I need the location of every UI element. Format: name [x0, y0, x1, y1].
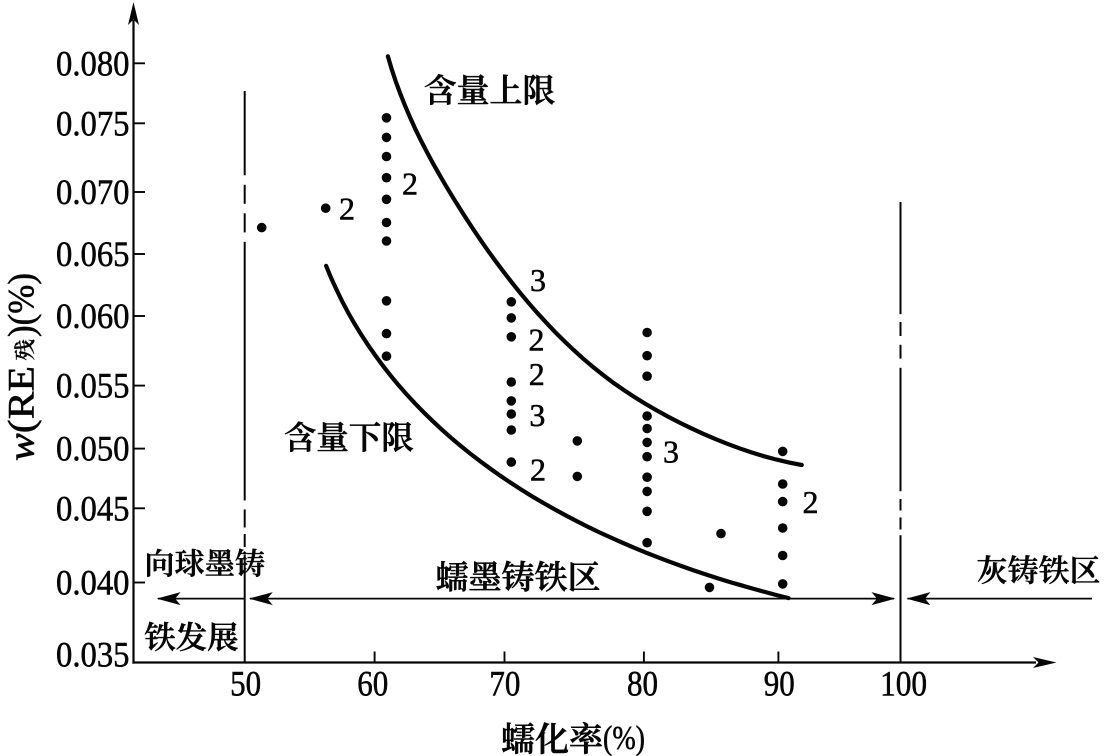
svg-text:0.055: 0.055 [56, 366, 130, 406]
svg-text:90: 90 [764, 664, 795, 704]
svg-text:2: 2 [339, 190, 355, 226]
svg-text:80: 80 [627, 664, 658, 704]
svg-text:3: 3 [663, 434, 679, 470]
svg-text:3: 3 [530, 262, 546, 298]
svg-text:0.080: 0.080 [56, 43, 130, 83]
svg-text:)(%): )(%) [2, 273, 43, 337]
svg-text:0.050: 0.050 [56, 429, 130, 469]
svg-text:0.060: 0.060 [56, 296, 130, 336]
svg-text:2: 2 [402, 166, 418, 202]
svg-text:2: 2 [529, 356, 545, 392]
svg-text:(%): (%) [603, 720, 645, 756]
svg-text:2: 2 [803, 484, 819, 520]
svg-text:0.075: 0.075 [56, 103, 130, 143]
svg-text:0.040: 0.040 [56, 563, 130, 603]
svg-text:3: 3 [529, 397, 545, 433]
svg-text:w(RE: w(RE [2, 366, 43, 461]
svg-text:0.035: 0.035 [56, 635, 130, 675]
svg-text:0.045: 0.045 [56, 488, 130, 528]
svg-text:100: 100 [880, 664, 927, 704]
svg-text:0.070: 0.070 [56, 172, 130, 212]
svg-text:2: 2 [530, 452, 546, 488]
svg-text:0.065: 0.065 [56, 234, 130, 274]
svg-text:60: 60 [357, 664, 388, 704]
svg-text:2: 2 [529, 321, 545, 357]
svg-text:70: 70 [489, 664, 520, 704]
svg-text:50: 50 [230, 664, 261, 704]
